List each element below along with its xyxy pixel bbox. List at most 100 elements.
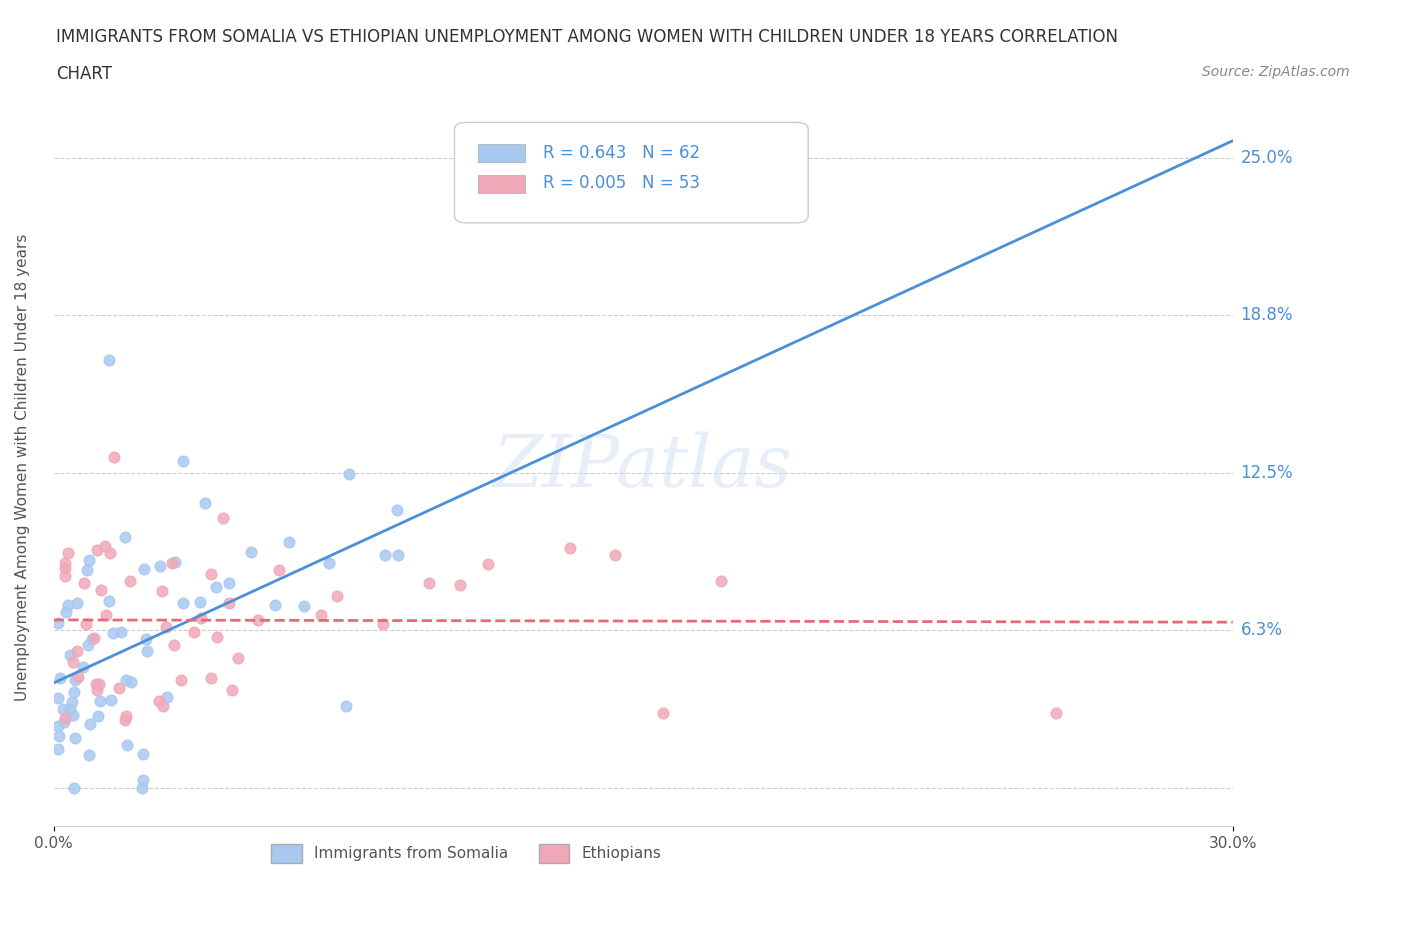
Point — [59, 701, 82, 716]
Point — [62, 708, 84, 723]
Point — [148, 693, 170, 708]
Point — [115, 737, 138, 752]
Point — [190, 611, 212, 626]
Point — [62, 781, 84, 796]
Point — [132, 562, 155, 577]
Text: R = 0.643   N = 62: R = 0.643 N = 62 — [543, 144, 700, 162]
Point — [55, 556, 77, 571]
Point — [59, 648, 82, 663]
Point — [218, 576, 240, 591]
Point — [96, 608, 118, 623]
Point — [89, 582, 111, 597]
Point — [194, 496, 217, 511]
Point — [309, 607, 332, 622]
Y-axis label: Unemployment Among Women with Children Under 18 years: Unemployment Among Women with Children U… — [15, 233, 30, 700]
Point — [337, 467, 360, 482]
Point — [156, 690, 179, 705]
Point — [163, 637, 186, 652]
Point — [58, 546, 80, 561]
Text: CHART: CHART — [56, 65, 112, 83]
Point — [385, 503, 408, 518]
Point — [77, 748, 100, 763]
Point — [48, 728, 70, 743]
Point — [218, 595, 240, 610]
Point — [52, 702, 75, 717]
Point — [114, 712, 136, 727]
Legend: Immigrants from Somalia, Ethiopians: Immigrants from Somalia, Ethiopians — [266, 838, 668, 869]
Point — [120, 573, 142, 588]
Point — [66, 596, 89, 611]
Point — [46, 616, 69, 631]
Point — [97, 352, 120, 367]
Point — [89, 677, 111, 692]
Point — [72, 659, 94, 674]
Point — [46, 690, 69, 705]
Point — [264, 598, 287, 613]
Point — [247, 613, 270, 628]
Point — [132, 773, 155, 788]
Point — [477, 556, 499, 571]
Point — [89, 694, 111, 709]
FancyBboxPatch shape — [454, 123, 808, 223]
Point — [212, 511, 235, 525]
Point — [172, 453, 194, 468]
Point — [83, 631, 105, 645]
Point — [183, 624, 205, 639]
Point — [62, 655, 84, 670]
Point — [82, 632, 104, 647]
Point — [226, 651, 249, 666]
Point — [373, 617, 395, 631]
Point — [205, 579, 228, 594]
Point — [49, 671, 72, 685]
Point — [135, 644, 157, 658]
Point — [149, 559, 172, 574]
Point — [110, 625, 132, 640]
Point — [46, 741, 69, 756]
Point — [278, 535, 301, 550]
Point — [150, 583, 173, 598]
Point — [86, 542, 108, 557]
Point — [79, 552, 101, 567]
Point — [55, 605, 77, 620]
Point — [87, 709, 110, 724]
Point — [1045, 705, 1067, 720]
Point — [152, 698, 174, 713]
Point — [132, 747, 155, 762]
Point — [155, 619, 177, 634]
Point — [76, 637, 98, 652]
Point — [200, 671, 222, 685]
Point — [103, 450, 125, 465]
Point — [103, 626, 125, 641]
Point — [292, 599, 315, 614]
Point — [94, 538, 117, 553]
Point — [55, 711, 77, 725]
Text: IMMIGRANTS FROM SOMALIA VS ETHIOPIAN UNEMPLOYMENT AMONG WOMEN WITH CHILDREN UNDE: IMMIGRANTS FROM SOMALIA VS ETHIOPIAN UNE… — [56, 28, 1118, 46]
Point — [558, 540, 581, 555]
Point — [66, 644, 89, 658]
Text: 6.3%: 6.3% — [1240, 620, 1282, 639]
Point — [67, 670, 90, 684]
Point — [84, 677, 107, 692]
Point — [114, 709, 136, 724]
Point — [160, 555, 183, 570]
Point — [240, 545, 263, 560]
Point — [62, 685, 84, 700]
Point — [63, 731, 86, 746]
Point — [98, 545, 121, 560]
Point — [46, 718, 69, 733]
Point — [188, 594, 211, 609]
Point — [75, 617, 97, 631]
Point — [86, 683, 108, 698]
Point — [100, 692, 122, 707]
Text: 12.5%: 12.5% — [1240, 464, 1294, 483]
Point — [163, 555, 186, 570]
Text: 25.0%: 25.0% — [1240, 150, 1294, 167]
Point — [651, 705, 673, 720]
Point — [318, 555, 340, 570]
Point — [172, 595, 194, 610]
Point — [52, 714, 75, 729]
Point — [221, 683, 243, 698]
Point — [374, 547, 396, 562]
Point — [73, 576, 96, 591]
Point — [710, 574, 733, 589]
